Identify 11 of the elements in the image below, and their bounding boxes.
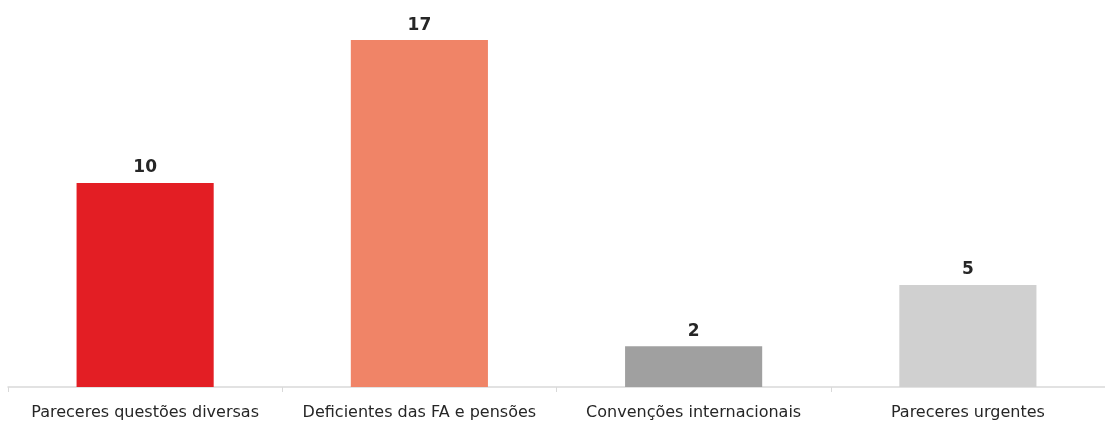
data-label: 10 bbox=[133, 156, 158, 177]
bar bbox=[76, 182, 214, 387]
data-label: 5 bbox=[961, 258, 974, 279]
bar bbox=[350, 40, 488, 387]
data-label: 2 bbox=[687, 319, 700, 340]
data-label: 17 bbox=[407, 13, 432, 34]
x-tick-label: Pareceres urgentes bbox=[890, 401, 1045, 421]
x-tick-label: Deficientes das FA e pensões bbox=[302, 401, 537, 421]
x-tick-label: Convenções internacionais bbox=[586, 401, 802, 421]
bar bbox=[625, 346, 763, 387]
x-tick-label: Pareceres questões diversas bbox=[31, 401, 259, 421]
